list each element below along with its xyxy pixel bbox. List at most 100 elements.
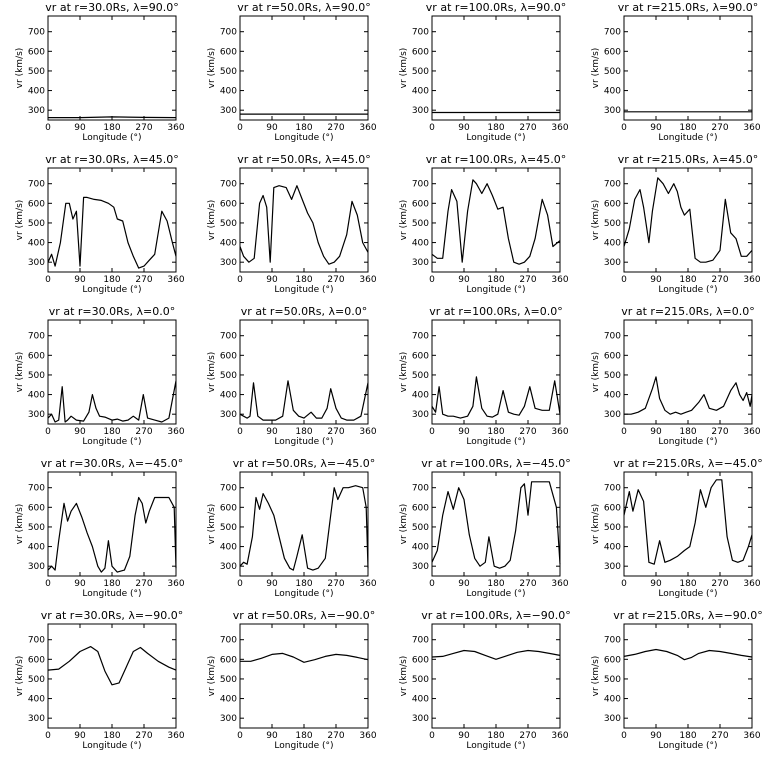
y-tick-label: 700 — [604, 636, 621, 646]
y-axis-label: vr (km/s) — [15, 352, 25, 393]
plot-frame — [623, 623, 753, 729]
y-tick-label: 600 — [604, 199, 621, 209]
y-axis-label: vr (km/s) — [399, 48, 409, 89]
x-tick-label: 0 — [621, 731, 627, 741]
y-tick-label: 600 — [604, 503, 621, 513]
x-tick-label: 180 — [679, 123, 696, 133]
plot-frame — [239, 15, 369, 121]
plot-frame — [431, 471, 561, 577]
y-tick-label: 500 — [412, 67, 429, 77]
x-tick-label: 90 — [74, 275, 86, 285]
x-tick-label: 0 — [45, 731, 51, 741]
x-tick-label: 360 — [743, 123, 760, 133]
x-tick-label: 360 — [359, 579, 376, 589]
y-tick-label: 600 — [220, 351, 237, 361]
panel: vr at r=50.0Rs, λ=−45.0° 0 90 180 270 360 300 4… — [207, 457, 377, 599]
y-axis-label: vr (km/s) — [591, 504, 601, 545]
y-tick-label: 700 — [220, 332, 237, 342]
y-tick-label: 300 — [220, 562, 237, 572]
y-tick-label: 400 — [28, 87, 45, 97]
x-tick-label: 270 — [711, 123, 728, 133]
x-tick-label: 360 — [167, 579, 184, 589]
x-tick-label: 90 — [266, 275, 278, 285]
plot-frame — [47, 167, 177, 273]
y-tick-label: 700 — [220, 28, 237, 38]
panel-title: vr at r=100.0Rs, λ=0.0° — [429, 305, 562, 318]
x-tick-label: 360 — [551, 427, 568, 437]
y-axis-label: vr (km/s) — [15, 200, 25, 241]
x-axis-label: Longitude (°) — [274, 589, 333, 599]
x-tick-label: 90 — [650, 579, 662, 589]
x-tick-label: 270 — [135, 275, 152, 285]
y-tick-label: 400 — [220, 695, 237, 705]
y-tick-label: 600 — [28, 199, 45, 209]
x-tick-label: 90 — [458, 427, 470, 437]
x-tick-label: 270 — [327, 123, 344, 133]
panel: vr at r=50.0Rs, λ=0.0° 0 90 180 270 360 300 400… — [207, 305, 377, 447]
x-tick-label: 180 — [679, 731, 696, 741]
y-tick-label: 700 — [220, 484, 237, 494]
plot-frame — [623, 15, 753, 121]
y-tick-label: 600 — [412, 47, 429, 57]
plot-frame — [47, 319, 177, 425]
x-tick-label: 270 — [711, 427, 728, 437]
x-tick-label: 0 — [429, 731, 435, 741]
y-tick-label: 600 — [412, 503, 429, 513]
x-tick-label: 270 — [519, 275, 536, 285]
x-tick-label: 270 — [135, 731, 152, 741]
y-tick-label: 600 — [28, 351, 45, 361]
x-tick-label: 0 — [237, 731, 243, 741]
panel-title: vr at r=30.0Rs, λ=90.0° — [45, 1, 178, 14]
x-tick-label: 180 — [103, 123, 120, 133]
x-tick-label: 0 — [45, 123, 51, 133]
y-tick-label: 300 — [604, 258, 621, 268]
x-tick-label: 180 — [487, 427, 504, 437]
y-tick-label: 500 — [28, 371, 45, 381]
y-tick-label: 700 — [604, 180, 621, 190]
series-line — [624, 376, 753, 415]
x-tick-label: 90 — [266, 579, 278, 589]
y-tick-label: 500 — [412, 371, 429, 381]
x-axis-label: Longitude (°) — [82, 741, 141, 751]
x-tick-label: 90 — [74, 123, 86, 133]
x-tick-label: 0 — [45, 275, 51, 285]
plot-frame — [239, 319, 369, 425]
y-tick-label: 600 — [412, 655, 429, 665]
y-tick-label: 400 — [220, 543, 237, 553]
panel: vr at r=100.0Rs, λ=45.0° 0 90 180 270 360 300 4… — [399, 153, 569, 295]
x-tick-label: 270 — [327, 427, 344, 437]
y-tick-label: 700 — [412, 28, 429, 38]
y-tick-label: 300 — [220, 410, 237, 420]
y-tick-label: 300 — [28, 562, 45, 572]
x-axis-label: Longitude (°) — [466, 437, 525, 447]
x-tick-label: 270 — [327, 731, 344, 741]
y-axis-label: vr (km/s) — [591, 48, 601, 89]
plot-frame — [623, 319, 753, 425]
x-tick-label: 0 — [429, 275, 435, 285]
y-tick-label: 500 — [28, 219, 45, 229]
x-axis-label: Longitude (°) — [658, 437, 717, 447]
x-tick-label: 180 — [103, 731, 120, 741]
x-tick-label: 360 — [167, 275, 184, 285]
x-tick-label: 0 — [237, 275, 243, 285]
y-axis-label: vr (km/s) — [207, 504, 217, 545]
y-tick-label: 600 — [220, 47, 237, 57]
y-axis-label: vr (km/s) — [399, 200, 409, 241]
y-tick-label: 300 — [604, 562, 621, 572]
panel-title: vr at r=215.0Rs, λ=−45.0° — [613, 457, 763, 470]
x-tick-label: 180 — [295, 731, 312, 741]
x-axis-label: Longitude (°) — [658, 285, 717, 295]
x-tick-label: 180 — [295, 275, 312, 285]
y-tick-label: 500 — [412, 219, 429, 229]
panel: vr at r=30.0Rs, λ=0.0° 0 90 180 270 360 300 400… — [15, 305, 185, 447]
y-tick-label: 300 — [220, 106, 237, 116]
x-tick-label: 360 — [743, 579, 760, 589]
panel-title: vr at r=30.0Rs, λ=0.0° — [49, 305, 175, 318]
panel: vr at r=100.0Rs, λ=−90.0° 0 90 180 270 360 300… — [399, 609, 571, 751]
y-tick-label: 400 — [412, 543, 429, 553]
x-tick-label: 360 — [743, 427, 760, 437]
x-tick-label: 180 — [487, 731, 504, 741]
y-tick-label: 500 — [604, 219, 621, 229]
y-tick-label: 500 — [604, 67, 621, 77]
